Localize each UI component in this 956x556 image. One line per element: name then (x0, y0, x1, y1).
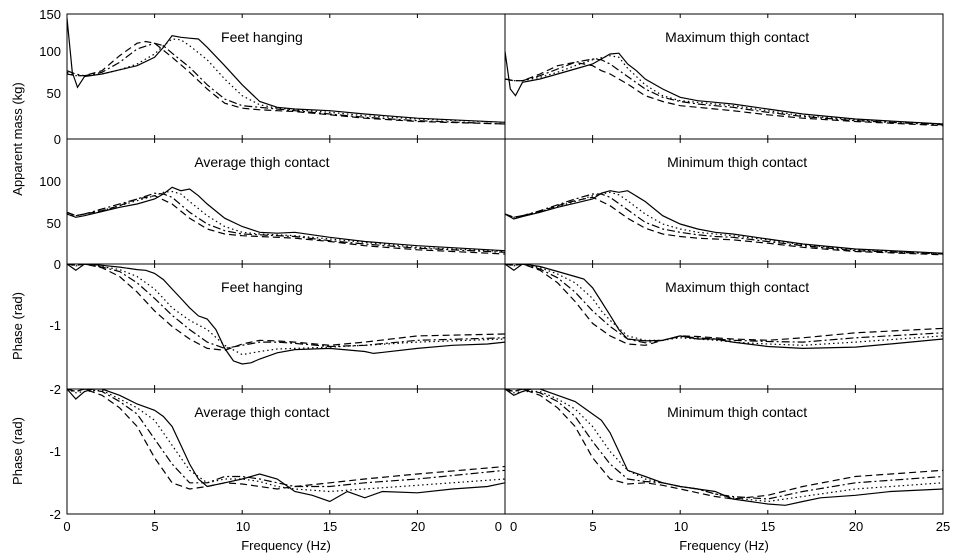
y-tick-label: 0 (54, 257, 61, 272)
series-line-solid (67, 18, 505, 123)
panel-title: Average thigh contact (194, 154, 329, 170)
panel-title: Feet hanging (221, 279, 303, 295)
y-tick-label: -1 (49, 318, 61, 333)
x-axis-label-right: Frequency (Hz) (679, 538, 769, 553)
x-axis-label-left: Frequency (Hz) (241, 538, 331, 553)
series-line-solid (505, 51, 943, 125)
y-tick-labels: 150 100 50 0 100 50 0 -1 -2 -1 -2 (39, 7, 61, 522)
series-line-dashdot (67, 192, 505, 253)
series-line-dotted (67, 190, 505, 253)
x-tick-label: 15 (761, 519, 775, 534)
series-line-solid (67, 264, 505, 365)
series-line-dashed (67, 195, 505, 255)
y-tick-label: 150 (39, 7, 61, 22)
series-line-solid (505, 264, 943, 350)
chart-panel: Minimum thigh contact (504, 139, 944, 264)
axes-frame (66, 13, 944, 515)
chart-panel: Minimum thigh contact (504, 389, 944, 514)
x-tick-label: 5 (151, 519, 158, 534)
y-tick-label: 100 (39, 44, 61, 59)
series-line-dashdot (505, 58, 943, 126)
panel-title: Minimum thigh contact (667, 404, 807, 420)
series-line-dashdot (505, 389, 943, 500)
panel-title: Maximum thigh contact (665, 29, 809, 45)
series-line-dotted (67, 38, 505, 123)
series-line-dashed (67, 264, 505, 351)
panel-title: Average thigh contact (194, 404, 329, 420)
panel-title: Maximum thigh contact (665, 279, 809, 295)
chart-panel: Average thigh contact (66, 139, 506, 264)
series-line-solid (505, 389, 943, 506)
x-tick-label: 10 (236, 519, 250, 534)
x-tick-label: 0 (63, 519, 70, 534)
series-line-dashed (505, 264, 943, 346)
y-axis-label-mass: Apparent mass (kg) (10, 82, 25, 195)
series-line-solid (505, 190, 943, 254)
y-tick-label: 0 (54, 132, 61, 147)
series-line-dashed (67, 389, 505, 490)
y-tick-label: 100 (39, 174, 61, 189)
series-line-dashed (505, 61, 943, 127)
series-line-dotted (505, 55, 943, 125)
chart-panel: Maximum thigh contact (504, 14, 944, 139)
chart-panel: Feet hanging (66, 14, 506, 139)
x-tick-label: 10 (674, 519, 688, 534)
x-tick-labels-right: 0 5 10 15 20 25 (510, 519, 950, 534)
y-tick-label: -2 (49, 507, 61, 522)
panel-title: Feet hanging (221, 29, 303, 45)
x-tick-labels-left: 0 5 10 15 20 0 (63, 519, 502, 534)
x-tick-label: 0 (495, 519, 502, 534)
series-line-dashed (505, 389, 943, 500)
series-line-dotted (505, 264, 943, 346)
y-tick-label: -2 (49, 382, 61, 397)
series-line-dashed (505, 196, 943, 256)
series-line-dashdot (505, 264, 943, 344)
series-line-dashdot (505, 193, 943, 255)
x-tick-label: 5 (589, 519, 596, 534)
series-line-dashdot (67, 264, 505, 350)
series-line-dashdot (67, 42, 505, 125)
series-line-solid (67, 389, 505, 503)
panel-title: Minimum thigh contact (667, 154, 807, 170)
x-tick-label: 25 (936, 519, 950, 534)
series-line-dotted (505, 389, 943, 503)
series-line-dotted (67, 264, 505, 356)
y-tick-label: -1 (49, 444, 61, 459)
y-tick-label: 50 (47, 216, 61, 231)
x-tick-label: 15 (323, 519, 337, 534)
panels: Feet hanging Maximum thigh contact Average… (66, 14, 944, 514)
x-tick-label: 0 (510, 519, 517, 534)
y-axis-label-phase-2: Phase (rad) (10, 417, 25, 485)
x-tick-label: 20 (411, 519, 425, 534)
series-line-dashdot (67, 389, 505, 488)
y-axis-label-phase-1: Phase (rad) (10, 292, 25, 360)
chart-panel: Average thigh contact (66, 389, 506, 514)
y-tick-label: 50 (47, 86, 61, 101)
series-line-solid (67, 186, 505, 252)
series-line-dashed (67, 40, 505, 125)
chart-panel: Feet hanging (66, 264, 506, 389)
series-line-dotted (505, 191, 943, 255)
chart-panel: Maximum thigh contact (504, 264, 944, 389)
x-tick-label: 20 (849, 519, 863, 534)
